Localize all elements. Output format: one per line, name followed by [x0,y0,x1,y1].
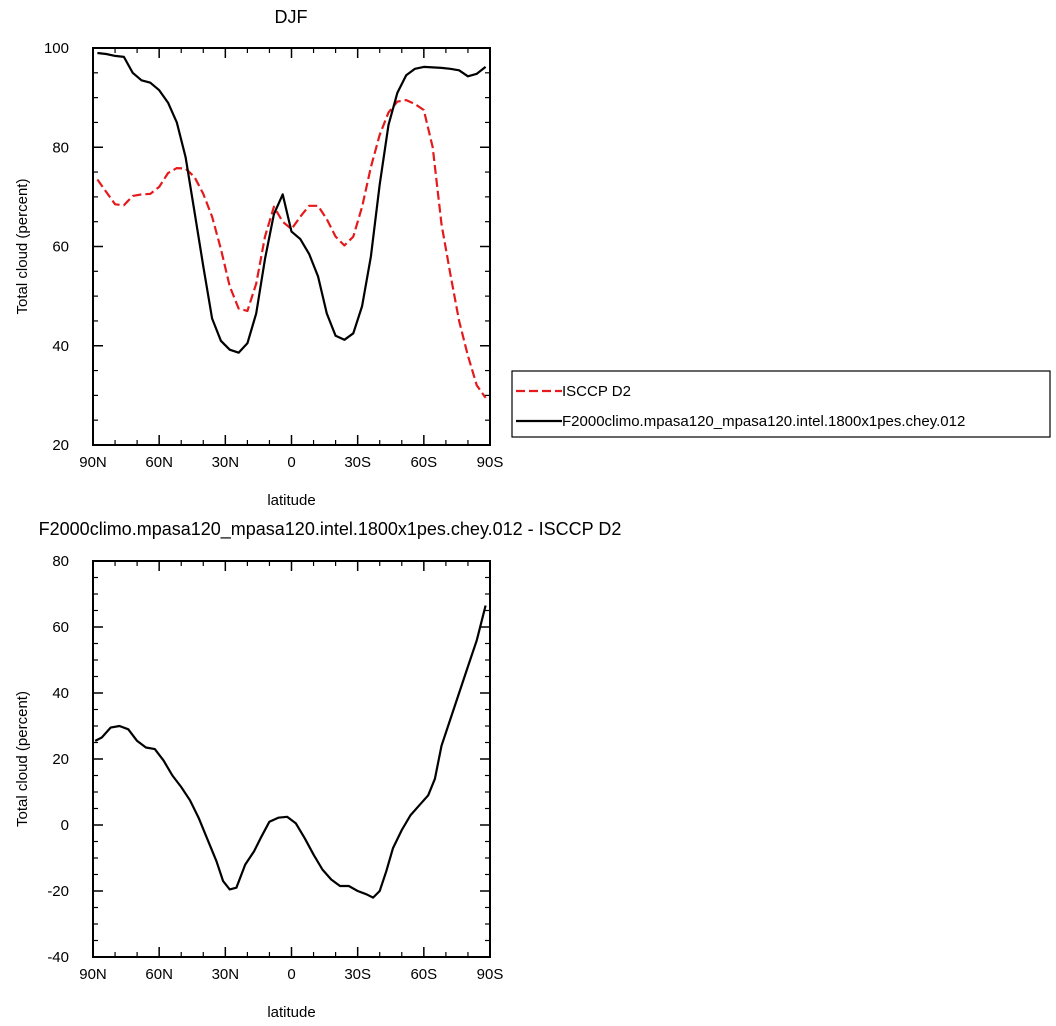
x-tick-label: 60N [145,966,173,983]
x-tick-label: 30S [344,454,371,471]
series-line-model-1 [97,51,487,354]
x-tick-label: 30N [212,966,240,983]
chart-panel-bottom: F2000climo.mpasa120_mpasa120.intel.1800x… [14,519,621,1021]
chart-title: F2000climo.mpasa120_mpasa120.intel.1800x… [39,519,622,540]
x-axis-label: latitude [267,492,315,509]
y-tick-label: 80 [52,139,69,156]
legend: ISCCP D2 F2000climo.mpasa120_mpasa120.int… [511,370,1051,438]
x-tick-label: 90N [79,454,107,471]
legend-label-1: F2000climo.mpasa120_mpasa120.intel.1800x… [562,413,965,430]
y-tick-label: 60 [52,619,69,636]
y-tick-label: 100 [44,40,69,57]
x-tick-label: 60N [145,454,173,471]
x-tick-label: 0 [287,454,295,471]
x-axis-label: latitude [267,1004,315,1021]
y-tick-label: 20 [52,437,69,454]
x-tick-label: 0 [287,966,295,983]
x-tick-label: 90S [477,966,504,983]
x-tick-label: 90N [79,966,107,983]
x-tick-label: 30N [212,454,240,471]
plot-frame [92,47,491,446]
y-tick-label: 20 [52,751,69,768]
y-tick-label: 40 [52,685,69,702]
x-tick-label: 30S [344,966,371,983]
x-tick-label: 60S [410,966,437,983]
legend-label-0: ISCCP D2 [562,383,631,400]
y-tick-label: -20 [47,883,69,900]
legend-box [511,370,1051,438]
y-tick-label: 0 [61,817,69,834]
chart-title: DJF [275,7,308,27]
y-axis-label: Total cloud (percent) [14,179,31,315]
series-line-isccp-d2 [96,98,487,399]
y-tick-label: -40 [47,949,69,966]
series-line-model-0 [94,605,487,899]
y-tick-label: 40 [52,338,69,355]
plot-frame [92,560,491,958]
y-tick-label: 80 [52,553,69,570]
chart-panel-top: DJF 90N 60N 30N 0 30S 60S 90S 20 40 60 80 100 latitud… [14,7,1051,509]
x-tick-label: 60S [410,454,437,471]
y-axis-label: Total cloud (percent) [14,691,31,827]
x-tick-label: 90S [477,454,504,471]
y-tick-label: 60 [52,239,69,256]
